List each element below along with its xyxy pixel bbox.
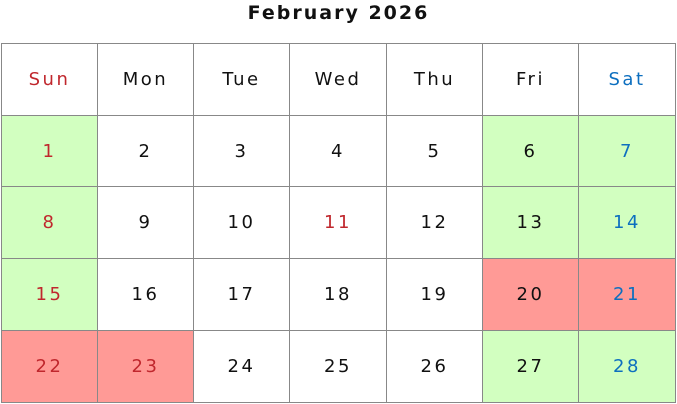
day-cell: 19	[387, 259, 483, 331]
day-cell: 4	[290, 116, 387, 187]
day-cell: 20	[483, 259, 579, 331]
day-cell: 17	[194, 259, 290, 331]
calendar-grid: Sun Mon Tue Wed Thu Fri Sat 1 2 3 4 5 6 7 8 9 10 11 12 13 14…	[1, 43, 676, 403]
day-cell: 22	[2, 331, 98, 403]
day-cell: 9	[98, 187, 194, 259]
day-cell: 26	[387, 331, 483, 403]
weekday-header-thu: Thu	[387, 44, 483, 116]
weekday-header-fri: Fri	[483, 44, 579, 116]
day-cell: 25	[290, 331, 387, 403]
weekday-header-sun: Sun	[2, 44, 98, 116]
day-cell: 18	[290, 259, 387, 331]
day-cell: 16	[98, 259, 194, 331]
day-cell: 10	[194, 187, 290, 259]
day-cell: 21	[579, 259, 676, 331]
day-cell: 11	[290, 187, 387, 259]
day-cell: 3	[194, 116, 290, 187]
day-cell: 6	[483, 116, 579, 187]
day-cell: 8	[2, 187, 98, 259]
day-cell: 15	[2, 259, 98, 331]
day-cell: 7	[579, 116, 676, 187]
day-cell: 5	[387, 116, 483, 187]
day-cell: 27	[483, 331, 579, 403]
day-cell: 1	[2, 116, 98, 187]
day-cell: 2	[98, 116, 194, 187]
weekday-header-sat: Sat	[579, 44, 676, 116]
day-cell: 28	[579, 331, 676, 403]
day-cell: 24	[194, 331, 290, 403]
day-cell: 14	[579, 187, 676, 259]
weekday-header-wed: Wed	[290, 44, 387, 116]
day-cell: 12	[387, 187, 483, 259]
calendar-title: February 2026	[247, 2, 430, 24]
day-cell: 13	[483, 187, 579, 259]
weekday-header-tue: Tue	[194, 44, 290, 116]
weekday-header-mon: Mon	[98, 44, 194, 116]
day-cell: 23	[98, 331, 194, 403]
